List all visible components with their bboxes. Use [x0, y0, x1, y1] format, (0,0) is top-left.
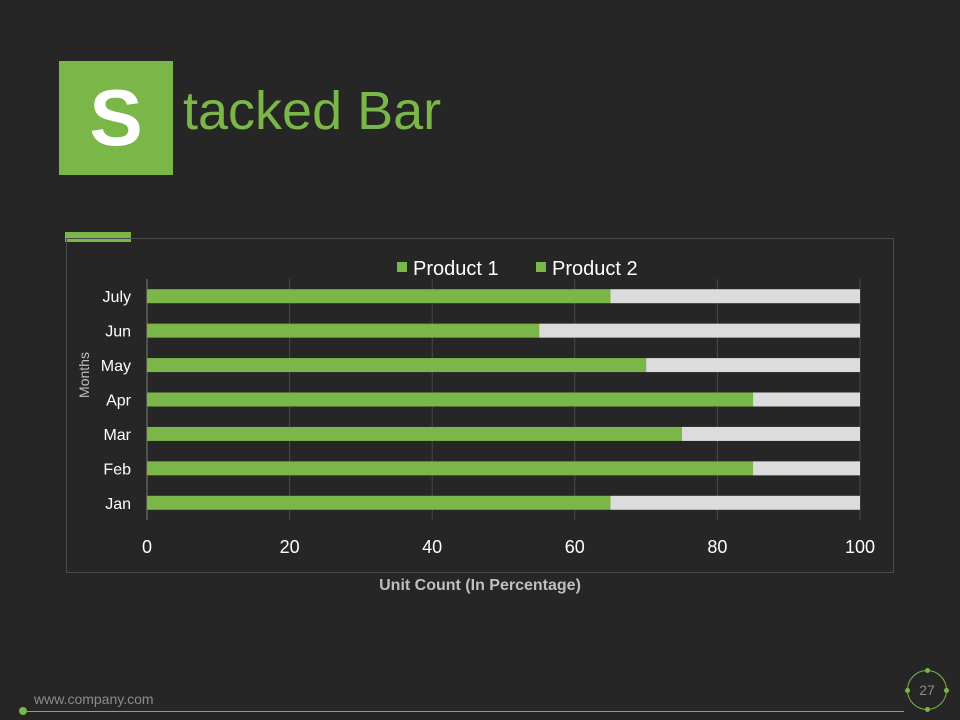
- legend-swatch-product-2: [536, 262, 546, 272]
- bar-product-2-apr: [753, 392, 860, 407]
- x-tick-label: 100: [845, 537, 875, 557]
- y-tick-label: Apr: [106, 393, 132, 410]
- y-axis-title: Months: [76, 352, 92, 398]
- y-tick-label: July: [103, 289, 131, 306]
- x-tick-label: 80: [707, 537, 727, 557]
- y-tick-label: Jun: [105, 324, 131, 341]
- title-initial: S: [89, 73, 143, 162]
- bar-product-1-jun: [147, 323, 540, 338]
- legend-swatch-product-1: [397, 262, 407, 272]
- bar-product-2-jun: [539, 323, 860, 338]
- bar-product-2-may: [646, 358, 860, 373]
- badge-dot-right: [944, 688, 949, 693]
- slide-title: tacked Bar: [183, 81, 442, 141]
- page-number-badge: 27: [905, 668, 949, 712]
- bar-product-2-july: [610, 289, 860, 304]
- bar-product-1-may: [147, 358, 647, 373]
- bar-product-1-jan: [147, 495, 611, 510]
- bar-product-1-july: [147, 289, 611, 304]
- legend-label: Product 1: [413, 258, 499, 280]
- badge-dot-bottom: [925, 707, 930, 712]
- accent-bar: [65, 232, 131, 242]
- bar-product-1-apr: [147, 392, 754, 407]
- footer-url: www.company.com: [34, 691, 154, 707]
- x-tick-label: 20: [280, 537, 300, 557]
- y-tick-label: Feb: [103, 461, 131, 478]
- y-tick-label: Mar: [103, 427, 131, 444]
- x-tick-label: 40: [422, 537, 442, 557]
- footer-dot: [19, 707, 27, 715]
- bar-product-1-feb: [147, 461, 754, 476]
- chart-frame: Jan Feb Mar Apr May Jun July 0 20 40 60 80 100 Months…: [66, 238, 894, 573]
- x-tick-label: 0: [142, 537, 152, 557]
- bar-product-2-feb: [753, 461, 860, 476]
- x-axis-title: Unit Count (In Percentage): [379, 577, 581, 594]
- title-initial-box: S: [59, 61, 173, 175]
- legend-label: Product 2: [552, 258, 638, 280]
- y-tick-label: May: [101, 358, 131, 375]
- footer-line: [24, 711, 904, 712]
- bar-product-1-mar: [147, 426, 682, 441]
- page-number: 27: [919, 682, 935, 698]
- badge-dot-top: [925, 668, 930, 673]
- bar-product-2-jan: [610, 495, 860, 510]
- stacked-bar-chart: Jan Feb Mar Apr May Jun July 0 20 40 60 80 100 Months…: [76, 258, 875, 557]
- badge-dot-left: [905, 688, 910, 693]
- x-tick-label: 60: [565, 537, 585, 557]
- y-tick-label: Jan: [105, 496, 131, 513]
- bar-product-2-mar: [681, 426, 860, 441]
